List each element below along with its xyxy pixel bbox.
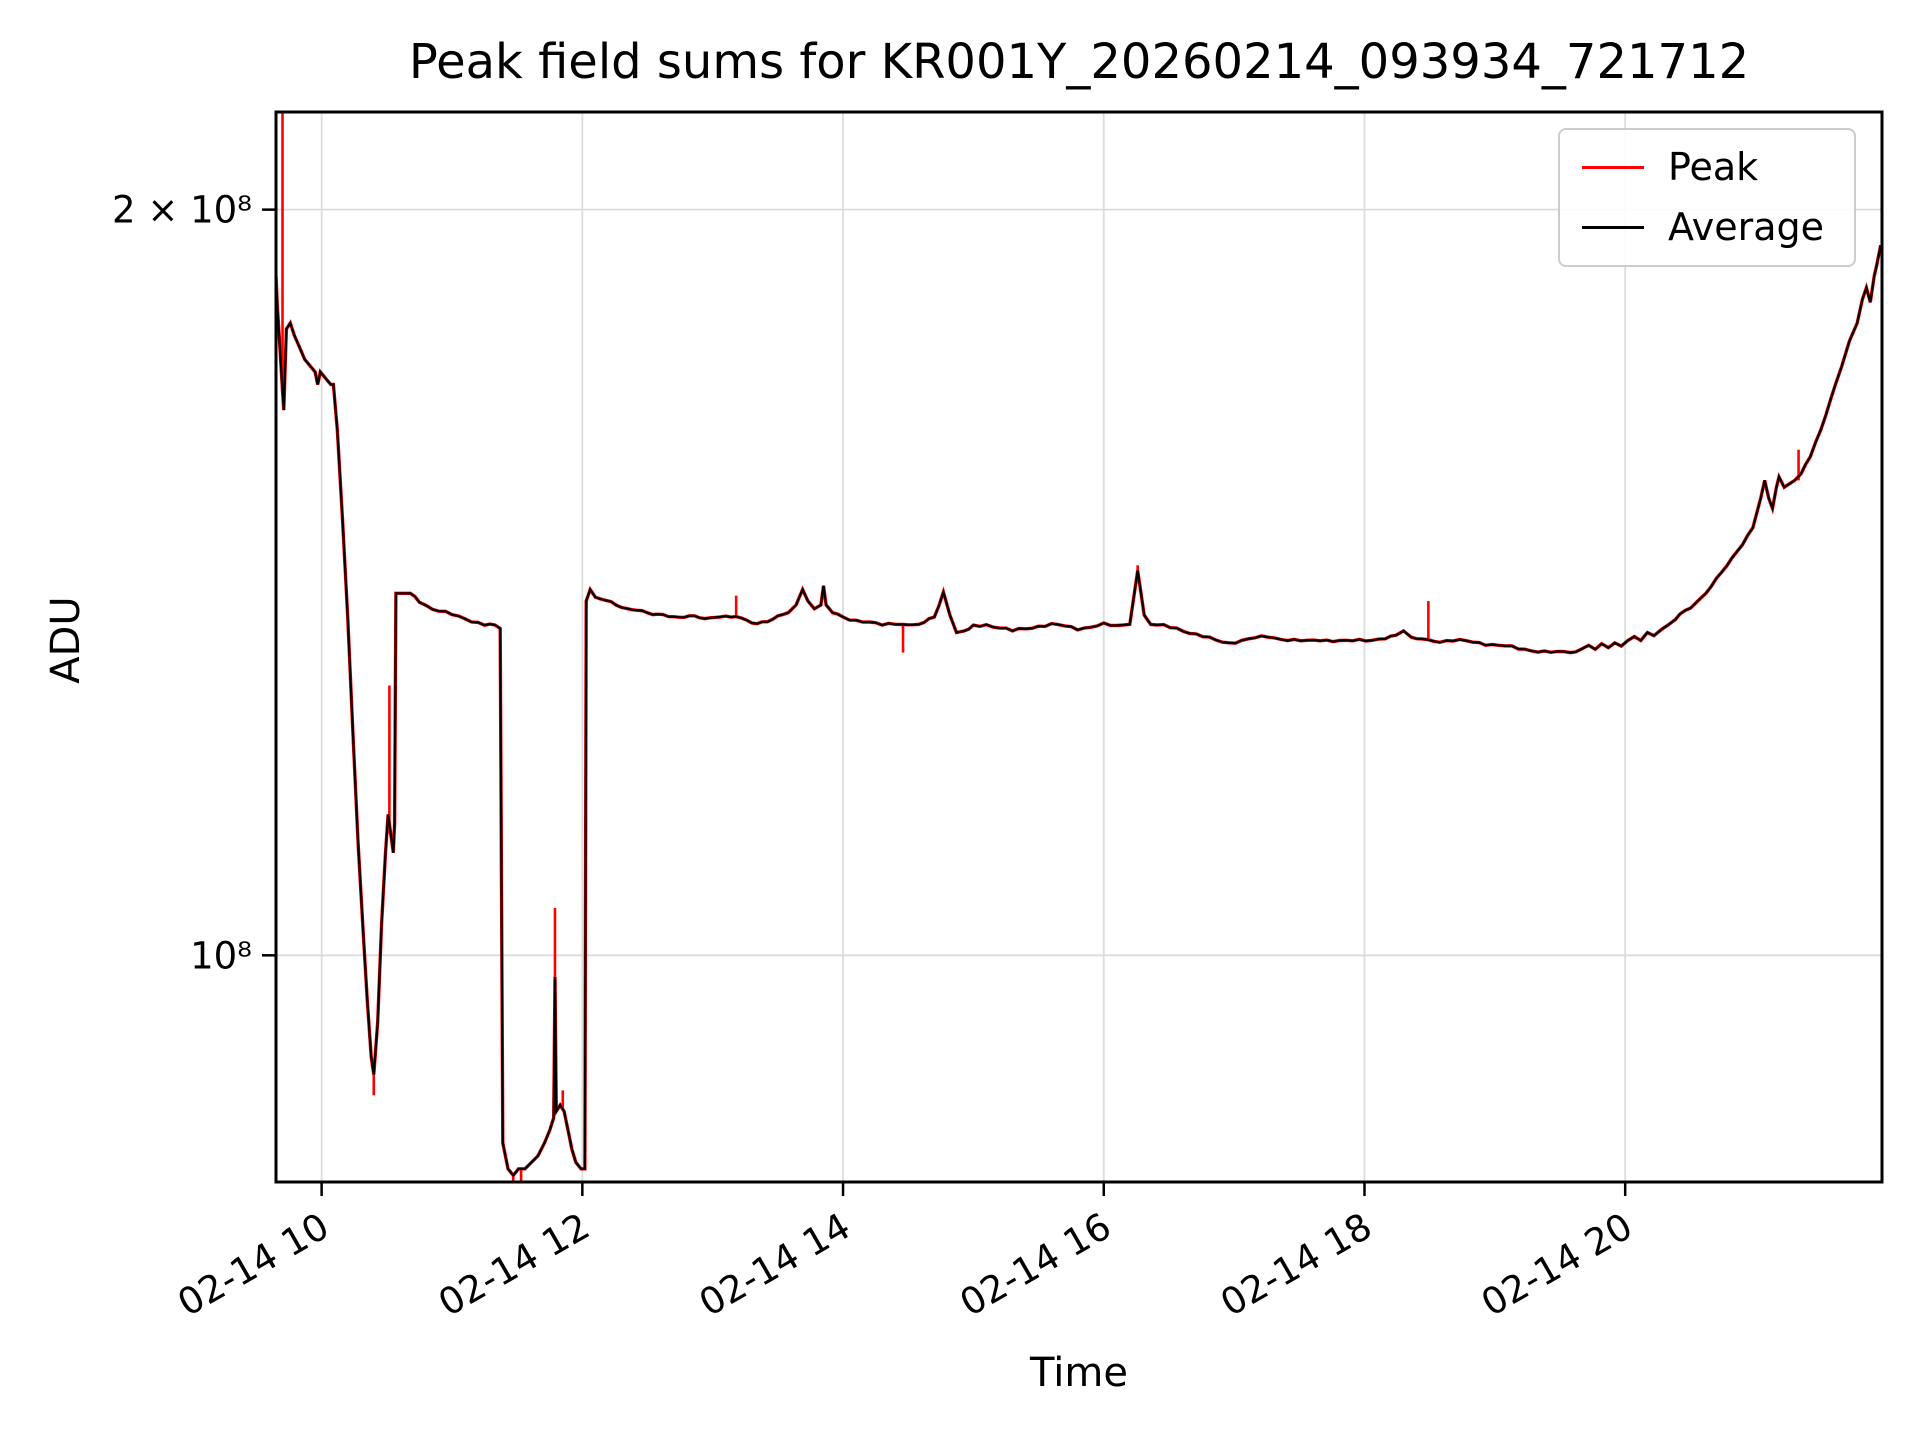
legend-entry-average: Average <box>1581 204 1824 250</box>
chart-title: Peak field sums for KR001Y_20260214_0939… <box>408 34 1750 90</box>
x-tick-label: 02-14 10 <box>171 1205 337 1325</box>
legend-label-peak: Peak <box>1667 145 1759 189</box>
y-axis-label: ADU <box>43 596 89 684</box>
x-tick-label: 02-14 16 <box>953 1205 1119 1325</box>
legend-label-average: Average <box>1667 204 1824 249</box>
legend-entry-peak: Peak <box>1581 145 1824 190</box>
y-tick-label: 2 × 10⁸ <box>112 189 252 232</box>
x-axis-label: Time <box>1030 1350 1128 1396</box>
plot-border <box>274 110 1884 1184</box>
average-line-swatch <box>1581 226 1644 230</box>
x-tick-label: 02-14 18 <box>1213 1205 1379 1325</box>
x-tick-label: 02-14 12 <box>431 1205 597 1325</box>
legend: Peak Average <box>1557 128 1856 268</box>
peak-line <box>276 244 1882 1179</box>
average-line <box>276 244 1882 1178</box>
peak-line-swatch <box>1581 166 1644 170</box>
x-tick-label: 02-14 14 <box>692 1205 858 1325</box>
y-tick-label: 10⁸ <box>190 934 252 977</box>
x-tick-label: 02-14 20 <box>1474 1205 1640 1325</box>
